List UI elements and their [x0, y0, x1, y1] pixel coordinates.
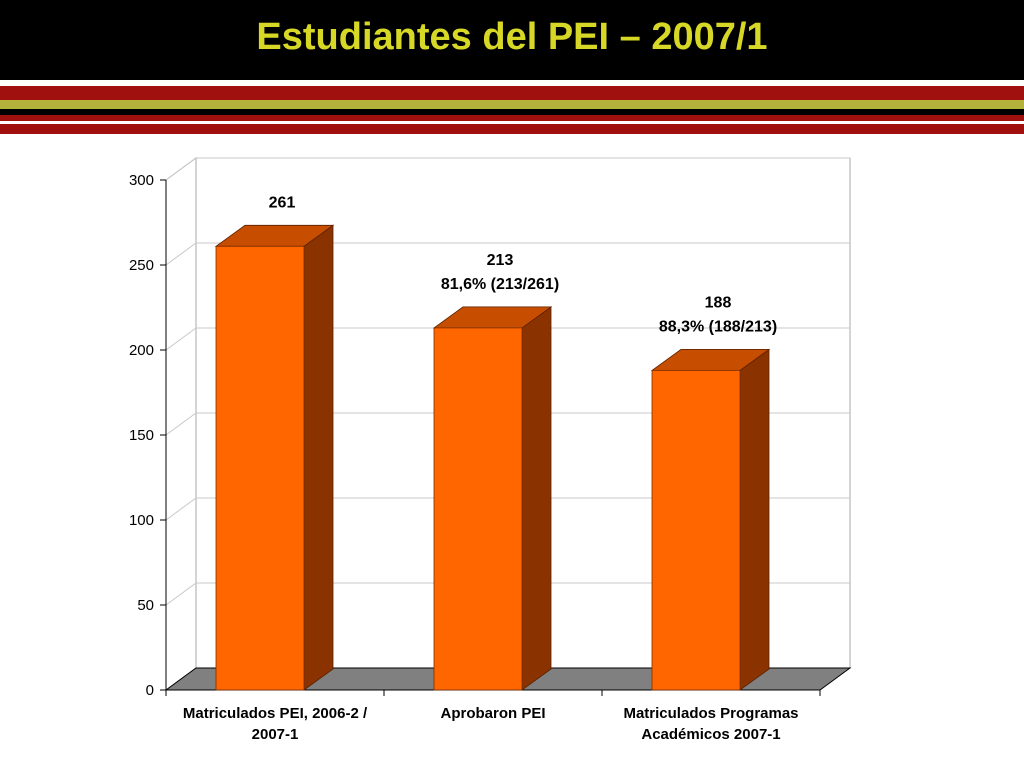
bar	[651, 369, 741, 691]
gridline	[165, 327, 850, 351]
stripe-red-bottom	[0, 124, 1024, 134]
data-label: 81,6% (213/261)	[441, 276, 559, 293]
data-label: 213	[487, 252, 514, 269]
bar-side	[303, 224, 334, 691]
data-label: 261	[269, 194, 296, 211]
y-tick-label: 100	[129, 512, 154, 529]
slide-title: Estudiantes del PEI – 2007/1	[256, 16, 768, 58]
y-tick-label: 300	[129, 172, 154, 189]
y-tick-label: 250	[129, 257, 154, 274]
gridline	[165, 582, 850, 606]
stripe-red-top	[0, 86, 1024, 100]
category-label: Matriculados Programas	[623, 705, 798, 722]
stripe-olive	[0, 100, 1024, 109]
gridline	[165, 157, 850, 181]
y-tick-label: 150	[129, 427, 154, 444]
category-label: Matriculados PEI, 2006-2 /	[183, 705, 368, 722]
category-label: 2007-1	[252, 726, 299, 743]
category-label: Académicos 2007-1	[641, 726, 780, 743]
y-tick-label: 200	[129, 342, 154, 359]
y-tick-label: 50	[137, 597, 154, 614]
y-tick-label: 0	[146, 682, 154, 699]
gridline	[165, 242, 850, 266]
bar-side	[739, 348, 770, 691]
stripe-red-middle	[0, 115, 1024, 121]
gridline	[165, 412, 850, 436]
stripe-black	[0, 109, 1024, 115]
data-label: 88,3% (188/213)	[659, 318, 777, 335]
bar	[215, 245, 305, 691]
bar	[433, 327, 523, 691]
gridline	[165, 497, 850, 521]
bar-side	[521, 306, 552, 691]
title-band	[0, 0, 1024, 80]
category-label: Aprobaron PEI	[440, 705, 545, 722]
data-label: 188	[705, 294, 732, 311]
